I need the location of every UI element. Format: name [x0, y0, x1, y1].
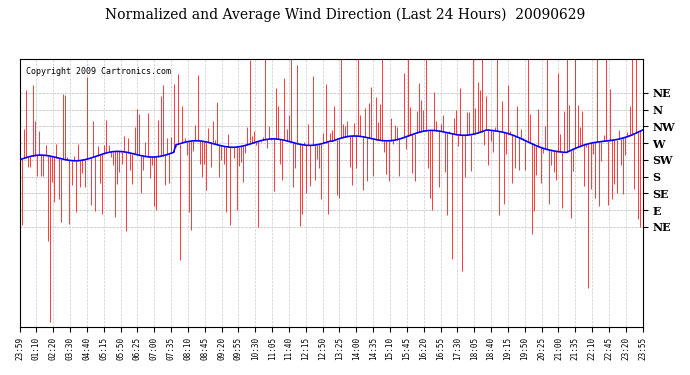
- Text: Normalized and Average Wind Direction (Last 24 Hours)  20090629: Normalized and Average Wind Direction (L…: [105, 8, 585, 22]
- Text: Copyright 2009 Cartronics.com: Copyright 2009 Cartronics.com: [26, 68, 170, 76]
